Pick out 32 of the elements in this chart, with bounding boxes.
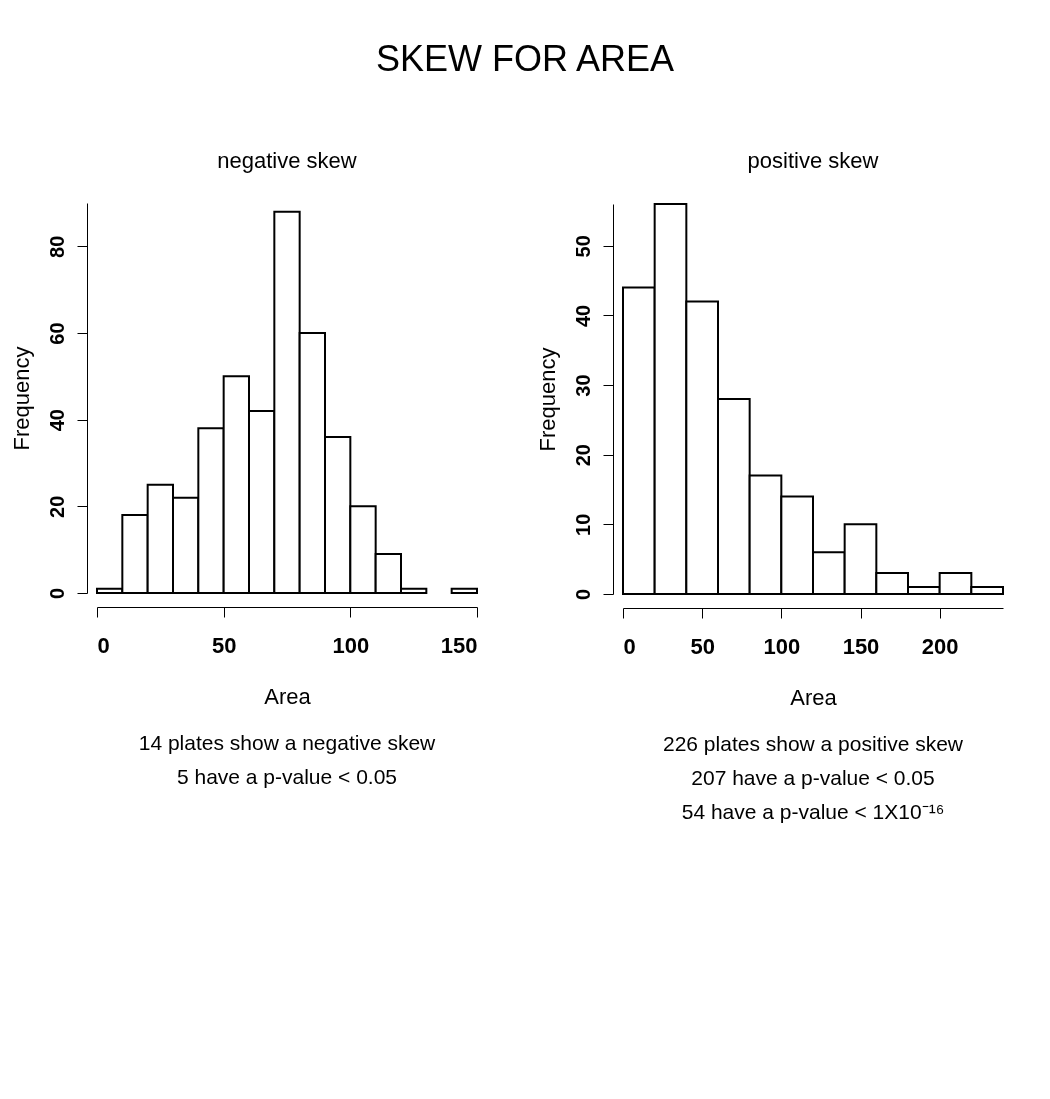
x-tick-label: 200 <box>921 633 959 659</box>
y-tick-label: 30 <box>571 374 594 397</box>
y-tick-label: 10 <box>571 513 594 536</box>
text: 54 have a p-value < 1X10⁻¹⁶ <box>681 800 945 823</box>
x-tick-label: 150 <box>440 632 478 658</box>
text: 226 plates show a positive skew <box>663 732 964 755</box>
y-axis-title: Frequency <box>8 346 34 451</box>
y-tick-label: 0 <box>45 587 68 600</box>
x-tick-label: 100 <box>763 633 801 659</box>
x-tick-label: 150 <box>842 633 880 659</box>
x-axis-title: Area <box>790 684 838 710</box>
y-tick-label: 20 <box>571 444 594 467</box>
y-tick-label: 20 <box>45 495 68 518</box>
x-tick-label: 50 <box>211 632 237 658</box>
y-tick-label: 50 <box>571 235 594 258</box>
chart-title: SKEW FOR AREA <box>375 38 675 79</box>
y-tick-label: 80 <box>45 235 68 258</box>
text: 207 have a p-value < 0.05 <box>691 766 935 789</box>
x-tick-label: 0 <box>623 633 636 659</box>
text: 14 plates show a negative skew <box>138 731 437 754</box>
x-axis-title: Area <box>264 683 312 709</box>
x-tick-label: 0 <box>97 632 110 658</box>
y-axis-title: Frequency <box>534 347 560 452</box>
y-tick-label: 0 <box>571 588 594 601</box>
y-tick-label: 60 <box>45 322 68 345</box>
chart-subtitle: negative skew <box>217 148 357 173</box>
x-tick-label: 50 <box>690 633 715 659</box>
y-tick-label: 40 <box>571 304 594 328</box>
chart-subtitle: positive skew <box>747 148 879 173</box>
y-tick-label: 40 <box>45 409 68 432</box>
x-tick-label: 100 <box>332 632 370 658</box>
text: 5 have a p-value < 0.05 <box>176 765 398 788</box>
